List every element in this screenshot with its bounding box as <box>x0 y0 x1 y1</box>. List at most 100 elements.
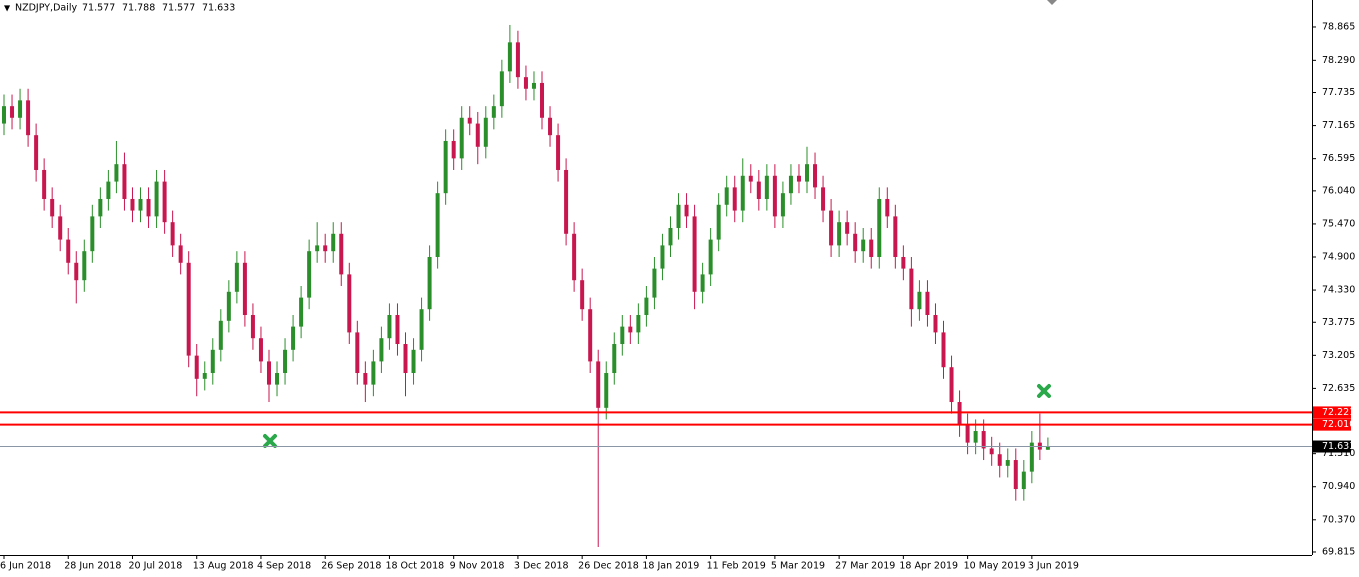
candle-body <box>925 291 930 316</box>
candle-body <box>893 216 898 257</box>
candle-body <box>331 233 336 252</box>
candle-body <box>869 239 874 257</box>
x-tick-label: 18 Jan 2019 <box>642 561 699 572</box>
candle-body <box>949 367 954 403</box>
candle-body <box>877 198 882 257</box>
x-tick-label: 5 Mar 2019 <box>771 561 825 572</box>
candle-body <box>628 326 633 333</box>
y-tick-label: 74.900 <box>1322 251 1355 262</box>
y-tick-label: 73.205 <box>1322 350 1355 361</box>
candle-body <box>829 210 834 246</box>
candle-body <box>315 245 320 252</box>
candle-body <box>564 169 569 234</box>
candle-body <box>845 222 850 234</box>
candle-body <box>531 82 536 89</box>
candle-body <box>10 106 15 118</box>
candle-body <box>837 222 842 246</box>
candle-body <box>218 320 223 350</box>
candle-body <box>250 315 255 339</box>
candle-body <box>684 204 689 217</box>
candle-body <box>853 233 858 252</box>
y-tick-label: 77.735 <box>1322 87 1355 98</box>
y-tick-label: 76.595 <box>1322 153 1355 164</box>
candle-body <box>885 198 890 217</box>
candle-body <box>981 431 986 449</box>
candle-body <box>266 361 271 385</box>
y-tick-label: 78.865 <box>1322 21 1355 32</box>
ohlc-value: 71.577 <box>82 3 115 14</box>
y-tick-label: 69.815 <box>1322 546 1355 557</box>
candle-body <box>291 326 296 350</box>
y-tick-label: 70.940 <box>1322 481 1355 492</box>
candle-body <box>660 245 665 269</box>
candle-body <box>34 135 39 170</box>
candle-body <box>178 245 183 263</box>
candle-body <box>427 256 432 310</box>
candle-body <box>941 332 946 368</box>
candle-body <box>523 77 528 89</box>
candle-body <box>387 315 392 339</box>
candle-body <box>210 349 215 374</box>
y-tick-label: 78.290 <box>1322 55 1355 66</box>
candle-body <box>106 181 111 199</box>
y-tick-label: 77.165 <box>1322 120 1355 131</box>
candle-body <box>26 100 31 136</box>
candle-body <box>604 373 609 408</box>
candle-body <box>1013 460 1018 490</box>
candle-body <box>1045 446 1050 450</box>
x-tick-label: 26 Dec 2018 <box>578 561 639 572</box>
candle-body <box>299 297 304 327</box>
candle-body <box>395 315 400 345</box>
candle-body <box>283 349 288 374</box>
candle-body <box>42 169 47 199</box>
menu-arrow[interactable]: ▼ <box>4 4 11 13</box>
candle-body <box>451 140 456 159</box>
candle-body <box>98 198 103 217</box>
x-tick-label: 18 Oct 2018 <box>385 561 444 572</box>
ohlc-value: 71.577 <box>162 3 195 14</box>
candle-body <box>732 187 737 211</box>
y-tick-label: 72.635 <box>1322 383 1355 394</box>
candle-body <box>636 315 641 333</box>
candle-body <box>788 175 793 194</box>
candle-body <box>475 123 480 147</box>
candle-body <box>724 187 729 205</box>
ohlc-value: 71.788 <box>122 3 155 14</box>
candle-body <box>138 198 143 211</box>
y-tick-label: 76.040 <box>1322 185 1355 196</box>
price-tag <box>1313 418 1351 431</box>
candle-body <box>692 216 697 292</box>
x-tick-label: 27 Mar 2019 <box>835 561 895 572</box>
candle-body <box>90 216 95 252</box>
candle-body <box>443 140 448 194</box>
candle-body <box>796 175 801 182</box>
candle-body <box>548 117 553 136</box>
candle-body <box>620 326 625 345</box>
candle-body <box>186 262 191 356</box>
candle-body <box>82 251 87 281</box>
candle-body <box>764 175 769 199</box>
candle-body <box>580 280 585 310</box>
price-tag-label: 71.633 <box>1322 441 1355 452</box>
candle-body <box>540 82 545 118</box>
candle-body <box>18 100 23 118</box>
candle-body <box>339 233 344 275</box>
candle-body <box>668 227 673 246</box>
candle-body <box>612 344 617 374</box>
candle-body <box>194 355 199 379</box>
candle-body <box>1005 460 1010 466</box>
candle-body <box>748 175 753 182</box>
candle-body <box>347 274 352 333</box>
candle-body <box>114 164 119 182</box>
candle-body <box>371 361 376 385</box>
y-tick-label: 73.775 <box>1322 317 1355 328</box>
ohlc-value: 71.633 <box>202 3 235 14</box>
x-tick-label: 20 Jul 2018 <box>128 561 182 572</box>
candle-body <box>146 198 151 217</box>
y-tick-label: 74.330 <box>1322 285 1355 296</box>
candle-body <box>596 361 601 408</box>
candle-body <box>901 256 906 269</box>
cross-marker <box>1037 384 1051 398</box>
candle-body <box>805 164 809 182</box>
